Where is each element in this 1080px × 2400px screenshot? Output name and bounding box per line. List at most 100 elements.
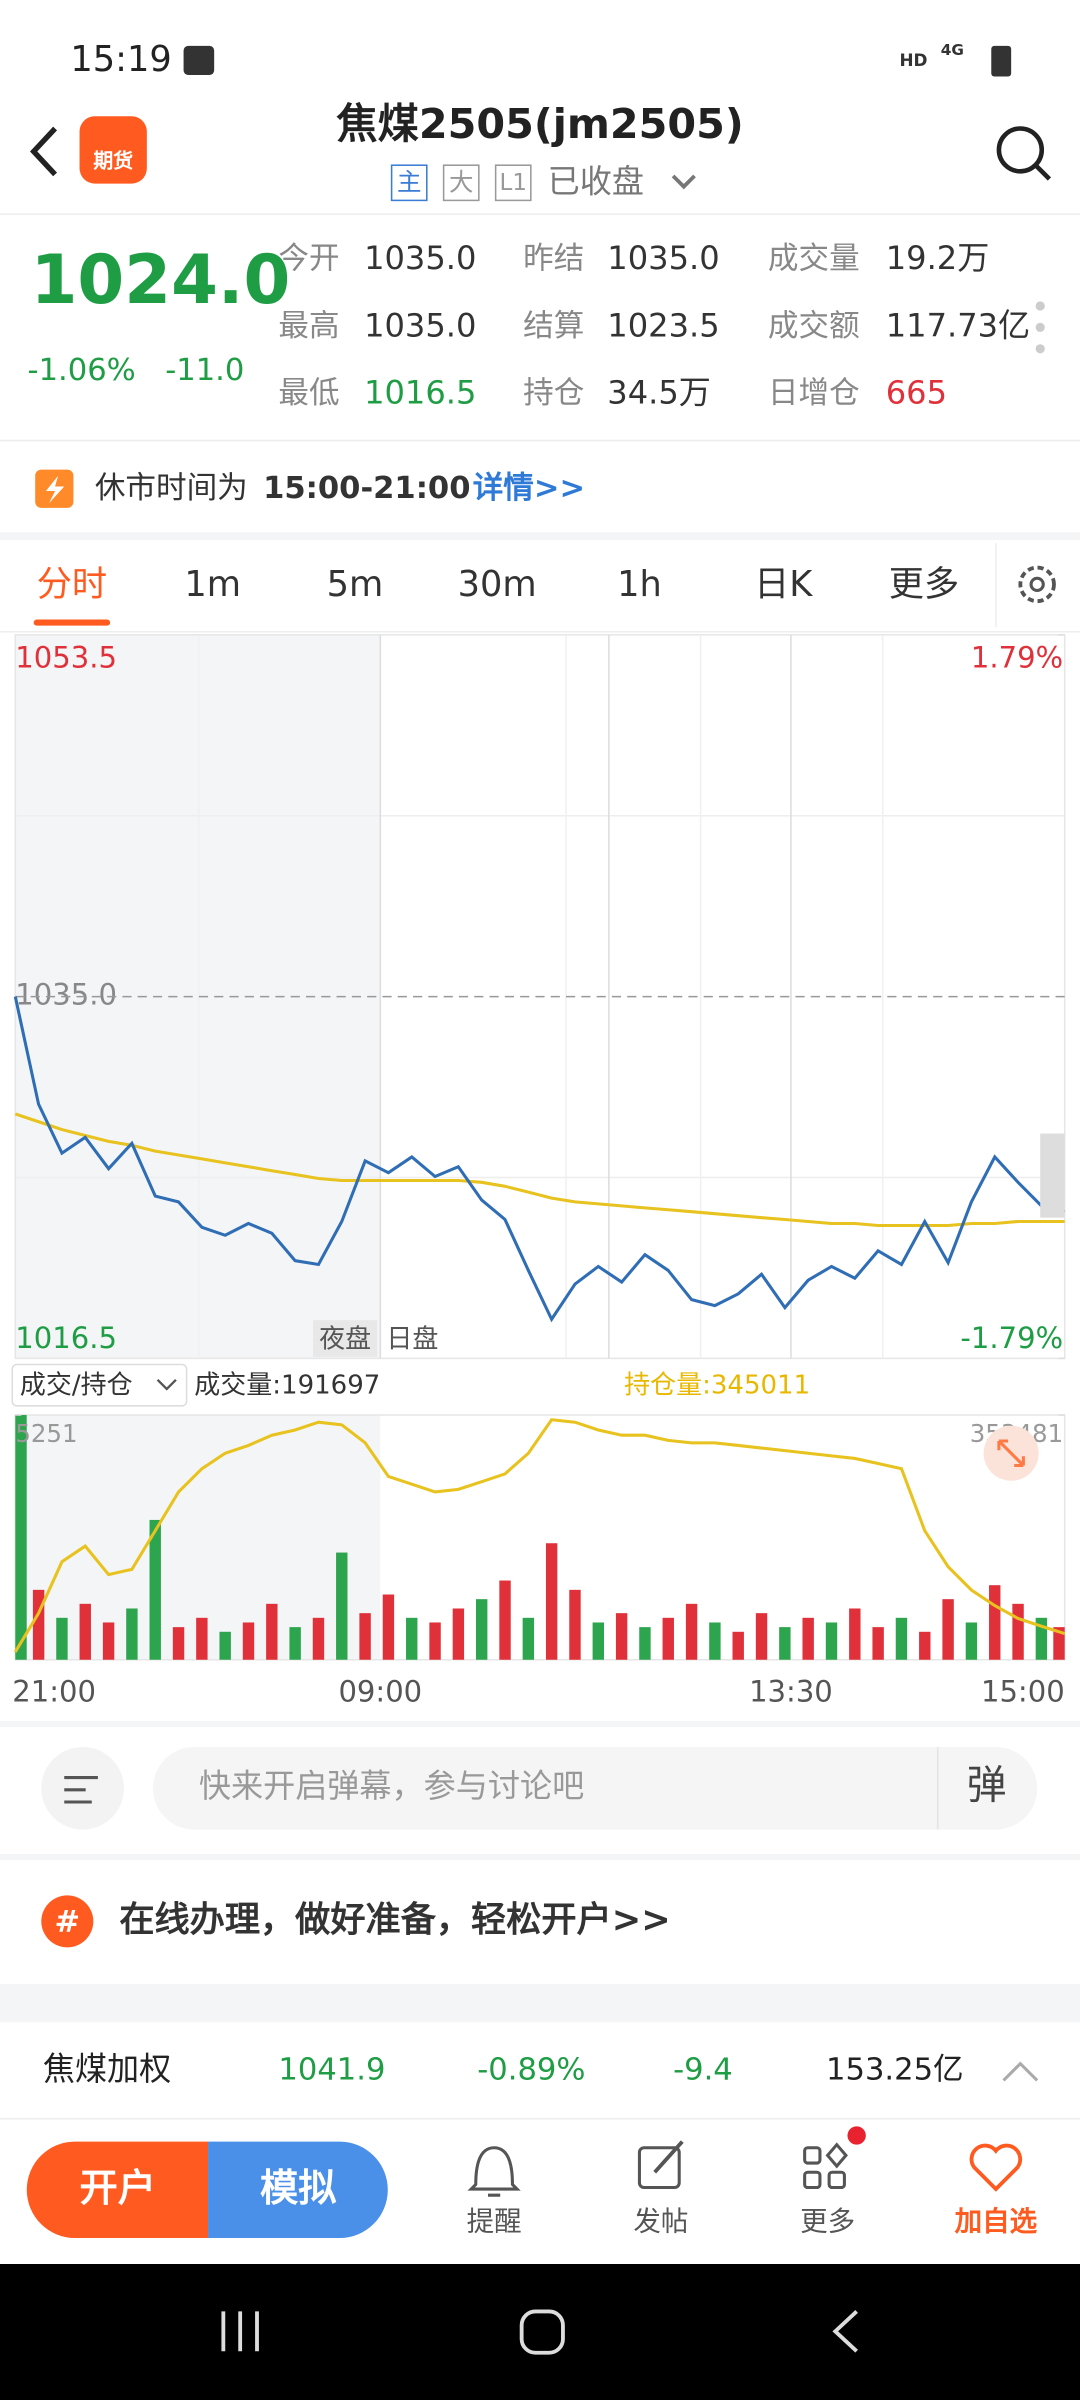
field-label: 最低: [278, 376, 339, 411]
active-underline: [33, 619, 111, 626]
back-system-button[interactable]: [832, 2310, 858, 2353]
expand[interactable]: [1002, 2061, 1039, 2082]
volume-bar: [755, 1613, 768, 1660]
alert-icon: [467, 2146, 521, 2197]
volume-bar: [1012, 1603, 1024, 1660]
tag-box: [390, 164, 428, 202]
comment-input[interactable]: [152, 1746, 1038, 1830]
volume-bar: [359, 1613, 371, 1660]
volume-bar: [312, 1617, 325, 1660]
volume-selector: 成交/持仓: [20, 1370, 133, 1400]
period-tab[interactable]: 分时: [37, 564, 107, 605]
session-label: 日盘: [386, 1325, 438, 1355]
gap: [0, 1720, 1080, 1728]
volume-bar: [872, 1627, 884, 1660]
volume-bar: [919, 1631, 931, 1660]
volume-bar: [475, 1599, 488, 1660]
nav-label[interactable]: 加自选: [955, 2206, 1038, 2238]
period-tab[interactable]: 日K: [754, 564, 813, 605]
ticker-price: 1041.9: [278, 2053, 385, 2088]
banner-icon-symbol: #: [54, 1904, 80, 1939]
period-tab[interactable]: 5m: [327, 564, 384, 605]
gallery-icon: [183, 45, 215, 75]
gap: [0, 1854, 1080, 1861]
volume-bar: [196, 1617, 208, 1660]
volume-bar: [452, 1608, 465, 1660]
search-button[interactable]: [996, 126, 1045, 174]
night-session-shade: [15, 634, 381, 1359]
ticker-change: -9.4: [673, 2053, 733, 2088]
volume-bar: [545, 1543, 558, 1660]
volume-bar: [172, 1627, 185, 1660]
period-tab[interactable]: 1h: [617, 564, 662, 605]
field-value: 1035.0: [607, 239, 719, 277]
post-icon: [637, 2146, 681, 2190]
change-pct: -1.06%: [28, 353, 136, 388]
demo-button[interactable]: [208, 2141, 388, 2239]
notice-time: 15:00-21:00: [263, 471, 470, 506]
clock: 15:19: [70, 39, 171, 80]
nav-label[interactable]: 提醒: [467, 2206, 522, 2238]
more-icon: [825, 2142, 848, 2169]
series-line: [14, 1112, 1065, 1227]
field-value: 34.5万: [607, 374, 711, 412]
chevron: [671, 174, 696, 190]
volume-bar: [989, 1585, 1001, 1660]
period-tab[interactable]: 30m: [458, 564, 537, 605]
search-handle: [1034, 163, 1052, 181]
volume-bar: [149, 1519, 161, 1660]
volume-bar: [102, 1622, 115, 1660]
y2-tick-label: -1.79%: [960, 1321, 1063, 1355]
open-account-label: 开户: [80, 2167, 156, 2211]
field-value: 19.2万: [886, 239, 990, 277]
field-value: 1035.0: [364, 239, 476, 277]
volume-bar: [336, 1552, 348, 1660]
home-button[interactable]: [519, 2309, 565, 2355]
volume-bar: [79, 1603, 91, 1660]
y-tick-label: 1053.5: [15, 640, 117, 674]
ticker-name: 焦煤加权: [43, 2050, 171, 2088]
selector-box[interactable]: [11, 1363, 188, 1407]
back-button[interactable]: [29, 126, 58, 177]
x-tick-label: 13:30: [749, 1674, 833, 1708]
nav-label[interactable]: 更多: [800, 2206, 855, 2238]
x-tick-label: 21:00: [12, 1674, 96, 1708]
notice-link[interactable]: 详情>>: [473, 471, 585, 506]
tag-box: [442, 164, 480, 202]
recents-button[interactable]: [221, 2311, 259, 2352]
period-tab[interactable]: 1m: [184, 564, 241, 605]
settings-button[interactable]: [1018, 565, 1056, 604]
ticker-amount: 153.25亿: [826, 2053, 964, 2088]
selector-chevron: [156, 1379, 177, 1391]
more-dot: [1035, 301, 1045, 311]
volume-bar: [15, 1415, 27, 1660]
settings-core: [1029, 576, 1045, 593]
volume-bar: [615, 1613, 628, 1660]
danmaku-button[interactable]: 弹: [967, 1763, 1007, 1809]
volume-bar: [406, 1617, 418, 1660]
tags: 主 大 L1: [390, 164, 532, 202]
price-chart: 21:00 09:00 13:30 15:00 1053.5 1035.0 1016.5 1.…: [12, 634, 1066, 1708]
volume-bar: [32, 1589, 45, 1660]
ticker-row[interactable]: [0, 2022, 1080, 2119]
period-tab[interactable]: 更多: [889, 564, 959, 605]
nav-label[interactable]: 发帖: [633, 2206, 688, 2238]
more-icon: [803, 2146, 822, 2165]
comment-placeholder: 快来开启弹幕，参与讨论吧: [199, 1767, 584, 1805]
volume-bar: [429, 1622, 441, 1660]
banner-text[interactable]: 在线办理，做好准备，轻松开户>>: [119, 1899, 670, 1940]
notice-text: 休市时间为: [95, 471, 248, 506]
market-state[interactable]: 已收盘: [548, 163, 644, 201]
volume-bar: [639, 1627, 651, 1660]
open-account-button[interactable]: [26, 2141, 209, 2239]
logo[interactable]: [79, 116, 147, 184]
volume-bar: [662, 1617, 674, 1660]
period-tabs: 分时 1m 5m 30m 1h 日K 更多: [33, 564, 959, 626]
field-label: 今开: [278, 242, 339, 277]
system-nav: [0, 2264, 1080, 2400]
field-label: 最高: [278, 309, 339, 344]
